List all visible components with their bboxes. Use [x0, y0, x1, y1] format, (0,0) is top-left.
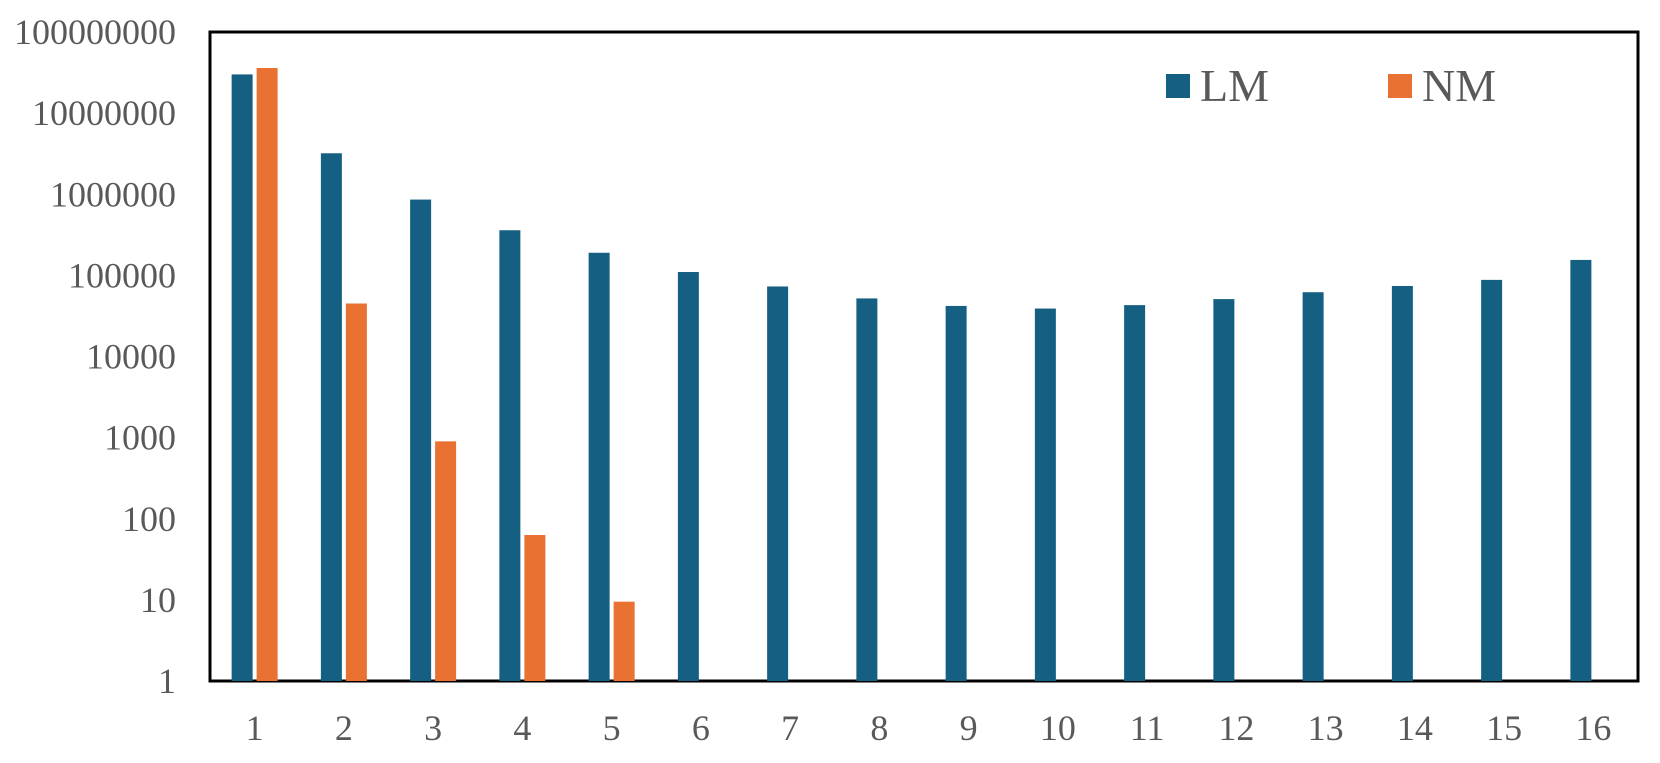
- x-tick-label: 8: [870, 708, 888, 748]
- y-tick-label: 1000000: [50, 174, 176, 214]
- x-tick-label: 7: [781, 708, 799, 748]
- bar-lm-5: [588, 252, 610, 681]
- y-tick-label: 100000: [68, 255, 176, 295]
- y-tick-label: 10: [140, 580, 176, 620]
- bar-lm-6: [677, 272, 699, 681]
- x-tick-label: 14: [1397, 708, 1433, 748]
- y-tick-label: 10000000: [32, 93, 176, 133]
- bar-lm-11: [1124, 305, 1146, 681]
- x-tick-label: 15: [1486, 708, 1522, 748]
- bar-lm-12: [1213, 299, 1235, 681]
- x-tick-label: 10: [1040, 708, 1076, 748]
- bar-nm-4: [524, 535, 546, 681]
- bar-nm-2: [345, 303, 367, 681]
- legend-swatch-nm: [1388, 74, 1412, 98]
- bar-lm-8: [856, 298, 878, 681]
- x-tick-label: 11: [1130, 708, 1165, 748]
- plot-area: [208, 30, 1640, 683]
- y-tick-label: 100000000: [14, 12, 176, 52]
- bar-nm-1: [256, 67, 278, 682]
- bar-nm-5: [613, 601, 635, 681]
- bar-lm-15: [1481, 279, 1503, 681]
- x-tick-label: 12: [1218, 708, 1254, 748]
- legend-label-lm: LM: [1200, 60, 1269, 111]
- bar-lm-1: [231, 74, 253, 682]
- bar-lm-3: [410, 199, 432, 681]
- x-tick-label: 6: [692, 708, 710, 748]
- x-tick-label: 13: [1308, 708, 1344, 748]
- legend: LM NM: [1166, 60, 1496, 111]
- y-tick-label: 1: [158, 661, 176, 701]
- bar-lm-14: [1391, 285, 1413, 681]
- bar-lm-9: [945, 305, 967, 681]
- y-tick-label: 10000: [86, 337, 176, 377]
- bars-group: [231, 67, 1592, 682]
- x-tick-label: 16: [1575, 708, 1611, 748]
- x-tick-label: 4: [513, 708, 531, 748]
- y-axis-tick-labels: 1 10 100 1000 10000 100000 1000000 10000000 1000…: [14, 12, 176, 701]
- bar-lm-7: [767, 286, 789, 681]
- x-tick-label: 1: [246, 708, 264, 748]
- bar-lm-10: [1034, 308, 1056, 681]
- bar-lm-13: [1302, 292, 1324, 681]
- bar-lm-4: [499, 230, 521, 681]
- bar-lm-16: [1570, 259, 1592, 681]
- x-tick-label: 5: [603, 708, 621, 748]
- y-tick-label: 100: [122, 499, 176, 539]
- bar-lm-2: [320, 153, 342, 681]
- x-tick-label: 9: [960, 708, 978, 748]
- y-tick-label: 1000: [104, 418, 176, 458]
- x-axis-tick-labels: 1 2 3 4 5 6 7 8 9 10 11 12 13 14 15 16: [246, 708, 1612, 748]
- x-tick-label: 2: [335, 708, 353, 748]
- legend-label-nm: NM: [1422, 60, 1496, 111]
- legend-swatch-lm: [1166, 74, 1190, 98]
- bar-nm-3: [435, 441, 457, 681]
- x-tick-label: 3: [424, 708, 442, 748]
